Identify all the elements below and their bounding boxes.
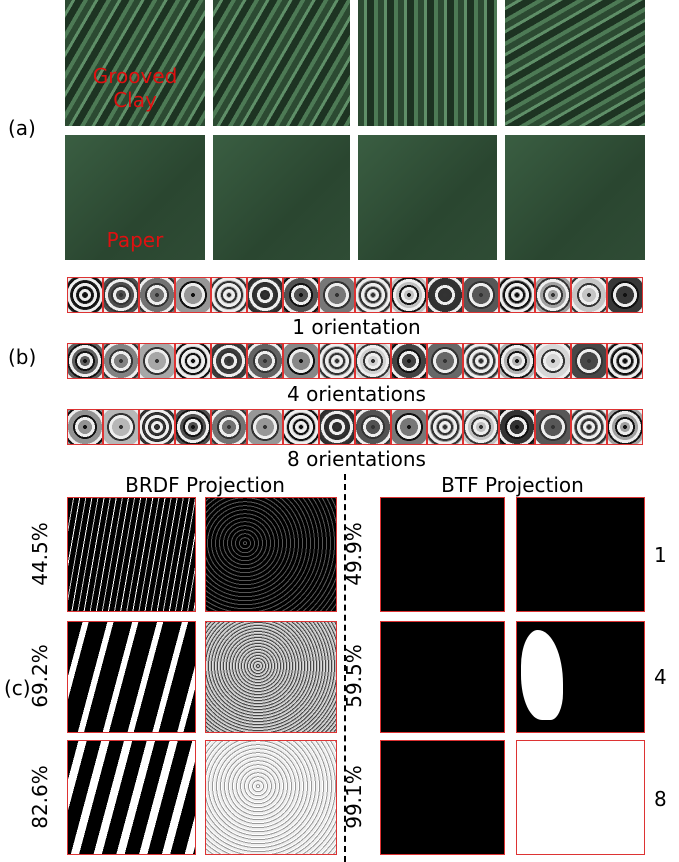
- figure: (a) Grooved Clay Paper (b) 1 orientation…: [0, 0, 679, 862]
- filter-tile: [391, 409, 427, 445]
- image: [358, 135, 497, 260]
- filter-tile: [427, 343, 463, 379]
- image: [213, 0, 350, 126]
- filter-tile: [103, 277, 139, 313]
- panel-label: (a): [8, 116, 36, 140]
- filter-strip: [67, 277, 643, 313]
- filter-tile: [67, 277, 103, 313]
- material-label: Grooved Clay: [65, 64, 205, 112]
- filter-tile: [247, 277, 283, 313]
- orientation-label: 1: [654, 543, 667, 567]
- material-label: Paper: [65, 228, 205, 252]
- filter-tile: [355, 409, 391, 445]
- column-title: BRDF Projection: [60, 473, 350, 497]
- filter-strip: [67, 409, 643, 445]
- filter-tile: [571, 409, 607, 445]
- image: [358, 0, 497, 126]
- filter-tile: [67, 409, 103, 445]
- filter-tile: [175, 277, 211, 313]
- filter-tile: [211, 343, 247, 379]
- row-caption: 1 orientation: [200, 315, 513, 339]
- filter-tile: [319, 277, 355, 313]
- panel-label: (c): [4, 676, 31, 700]
- image: [505, 135, 645, 260]
- binary-image: [67, 497, 196, 612]
- filter-strip: [67, 343, 643, 379]
- image: [505, 0, 645, 126]
- orientation-label: 4: [654, 665, 667, 689]
- filter-tile: [355, 343, 391, 379]
- panel-label: (b): [8, 345, 36, 369]
- percentage: 44.5%: [28, 522, 52, 586]
- blob: [521, 630, 563, 720]
- filter-tile: [319, 343, 355, 379]
- filter-tile: [211, 409, 247, 445]
- percentage: 59.5%: [342, 644, 366, 708]
- filter-tile: [139, 277, 175, 313]
- percentage: 82.6%: [28, 765, 52, 829]
- filter-tile: [67, 343, 103, 379]
- filter-tile: [427, 277, 463, 313]
- filter-tile: [535, 343, 571, 379]
- filter-tile: [607, 277, 643, 313]
- percentage: 49.9%: [342, 522, 366, 586]
- filter-tile: [571, 277, 607, 313]
- filter-tile: [283, 343, 319, 379]
- row-caption: 8 orientations: [200, 447, 513, 471]
- column-title: BTF Projection: [370, 473, 655, 497]
- filter-tile: [175, 343, 211, 379]
- filter-tile: [391, 343, 427, 379]
- percentage: 99.1%: [342, 765, 366, 829]
- filter-tile: [499, 343, 535, 379]
- binary-image: [516, 740, 645, 855]
- filter-tile: [247, 409, 283, 445]
- filter-tile: [139, 343, 175, 379]
- binary-image: [67, 740, 196, 855]
- filter-tile: [427, 409, 463, 445]
- binary-image: [67, 621, 196, 733]
- filter-tile: [175, 409, 211, 445]
- filter-tile: [535, 409, 571, 445]
- filter-tile: [607, 343, 643, 379]
- binary-image: [205, 621, 337, 733]
- binary-image: [380, 621, 505, 733]
- filter-tile: [283, 277, 319, 313]
- filter-tile: [355, 277, 391, 313]
- filter-tile: [211, 277, 247, 313]
- filter-tile: [607, 409, 643, 445]
- binary-image: [516, 497, 645, 612]
- binary-image: [380, 740, 505, 855]
- filter-tile: [391, 277, 427, 313]
- filter-tile: [139, 409, 175, 445]
- filter-tile: [499, 277, 535, 313]
- filter-tile: [571, 343, 607, 379]
- binary-image: [205, 740, 337, 855]
- image: [213, 135, 350, 260]
- filter-tile: [283, 409, 319, 445]
- binary-image: [380, 497, 505, 612]
- filter-tile: [319, 409, 355, 445]
- row-caption: 4 orientations: [200, 382, 513, 406]
- binary-image: [205, 497, 337, 612]
- filter-tile: [103, 343, 139, 379]
- filter-tile: [463, 409, 499, 445]
- orientation-label: 8: [654, 787, 667, 811]
- filter-tile: [499, 409, 535, 445]
- filter-tile: [247, 343, 283, 379]
- filter-tile: [535, 277, 571, 313]
- filter-tile: [103, 409, 139, 445]
- filter-tile: [463, 343, 499, 379]
- filter-tile: [463, 277, 499, 313]
- binary-image: [516, 621, 645, 733]
- percentage: 69.2%: [28, 644, 52, 708]
